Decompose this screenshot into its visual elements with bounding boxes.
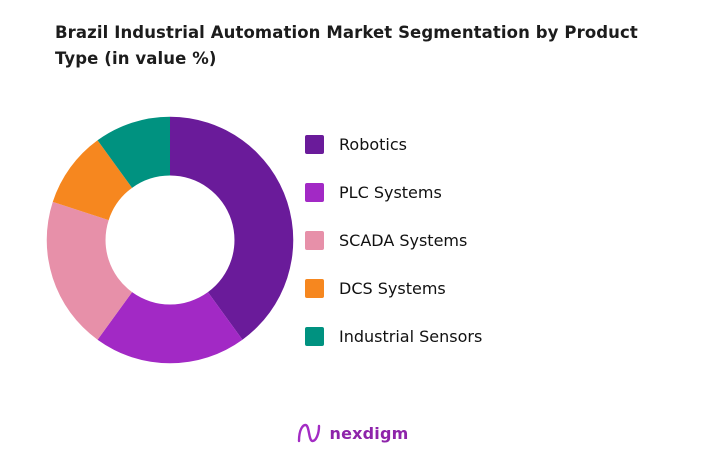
nexdigm-logo-icon	[298, 423, 321, 443]
legend-item-plc-systems: PLC Systems	[305, 168, 482, 216]
donut-slice-dcs-systems	[52, 140, 133, 221]
legend-item-industrial-sensors: Industrial Sensors	[305, 312, 482, 360]
legend: Robotics PLC Systems SCADA Systems DCS Syst…	[305, 120, 482, 360]
legend-label-industrial-sensors: Industrial Sensors	[339, 326, 483, 346]
legend-item-dcs-systems: DCS Systems	[305, 264, 482, 312]
donut-slice-scada-systems	[46, 201, 133, 340]
legend-swatch-plc-systems	[305, 182, 324, 202]
legend-label-dcs-systems: DCS Systems	[339, 278, 446, 298]
legend-item-robotics: Robotics	[305, 120, 482, 168]
donut-slice-plc-systems	[97, 292, 243, 364]
donut-chart	[42, 112, 298, 368]
legend-swatch-dcs-systems	[305, 278, 324, 298]
legend-label-scada-systems: SCADA Systems	[339, 230, 468, 250]
donut-slice-robotics	[170, 116, 294, 340]
logo-text: nexdigm	[329, 423, 409, 443]
legend-swatch-scada-systems	[305, 230, 324, 250]
legend-swatch-robotics	[305, 134, 324, 154]
legend-label-robotics: Robotics	[339, 134, 407, 154]
legend-swatch-industrial-sensors	[305, 326, 324, 346]
chart-title: Brazil Industrial Automation Market Segm…	[55, 23, 638, 68]
legend-item-scada-systems: SCADA Systems	[305, 216, 482, 264]
donut-svg	[46, 116, 294, 364]
footer-logo: nexdigm	[0, 422, 705, 444]
legend-label-plc-systems: PLC Systems	[339, 182, 442, 202]
donut-slice-industrial-sensors	[97, 116, 170, 188]
